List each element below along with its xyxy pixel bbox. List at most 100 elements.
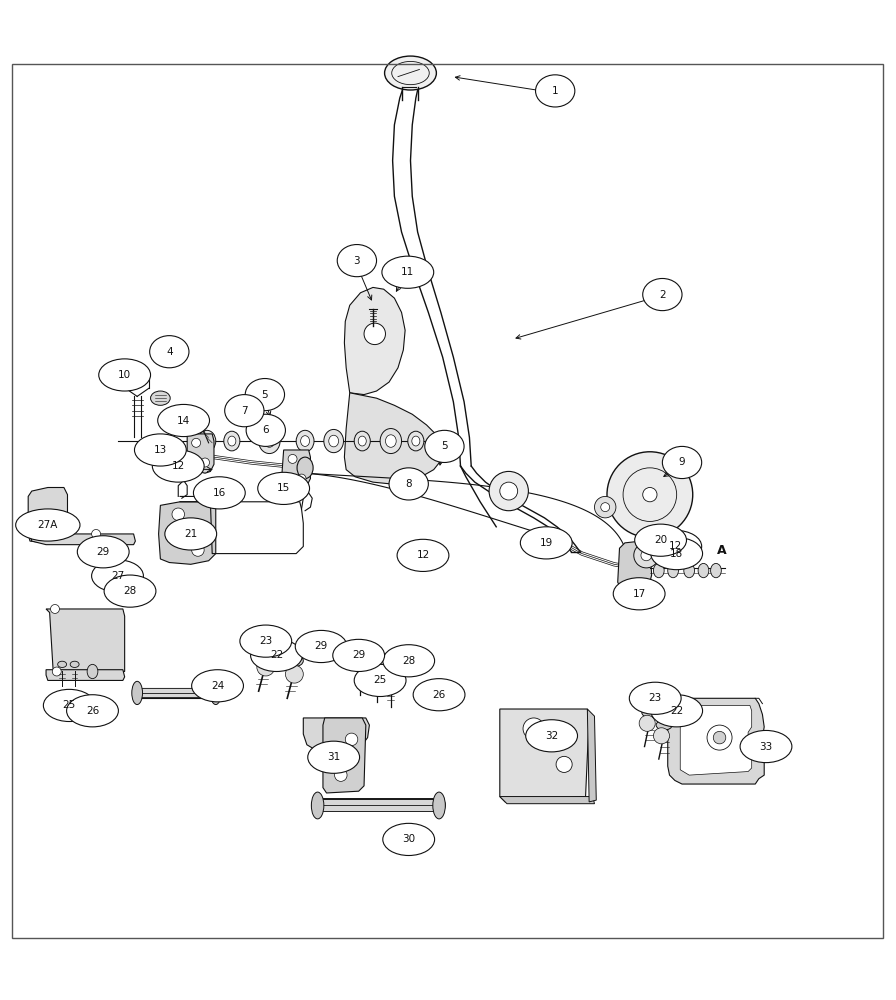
- Text: 13: 13: [154, 445, 167, 455]
- Text: 4: 4: [166, 347, 173, 357]
- Ellipse shape: [150, 336, 189, 368]
- Circle shape: [489, 471, 529, 511]
- Polygon shape: [344, 393, 443, 484]
- Ellipse shape: [246, 379, 285, 411]
- Ellipse shape: [389, 468, 428, 500]
- Text: 14: 14: [177, 416, 190, 426]
- Ellipse shape: [526, 720, 578, 752]
- Ellipse shape: [132, 681, 142, 705]
- Ellipse shape: [211, 681, 221, 705]
- Ellipse shape: [547, 529, 561, 546]
- Ellipse shape: [43, 689, 95, 722]
- Ellipse shape: [224, 431, 240, 451]
- Ellipse shape: [258, 472, 309, 504]
- Circle shape: [556, 756, 573, 772]
- Ellipse shape: [259, 429, 280, 454]
- Text: 24: 24: [211, 681, 224, 691]
- Text: 18: 18: [670, 549, 684, 559]
- Text: 22: 22: [270, 650, 283, 660]
- Ellipse shape: [653, 563, 664, 578]
- Text: 29: 29: [97, 547, 110, 557]
- Ellipse shape: [397, 539, 449, 571]
- Polygon shape: [617, 541, 651, 589]
- Ellipse shape: [329, 435, 339, 447]
- Text: 29: 29: [314, 641, 328, 651]
- Ellipse shape: [408, 431, 424, 451]
- Text: 27A: 27A: [38, 520, 58, 530]
- Text: 26: 26: [433, 690, 445, 700]
- Ellipse shape: [296, 630, 347, 663]
- Ellipse shape: [382, 256, 434, 288]
- Text: 21: 21: [184, 529, 197, 539]
- Polygon shape: [680, 705, 752, 775]
- Ellipse shape: [99, 359, 151, 391]
- Text: 15: 15: [277, 483, 290, 493]
- Text: 10: 10: [118, 370, 131, 380]
- Circle shape: [52, 667, 61, 676]
- Text: 27: 27: [111, 571, 125, 581]
- Text: 12: 12: [669, 541, 683, 551]
- Text: 12: 12: [172, 461, 185, 471]
- Ellipse shape: [711, 563, 721, 578]
- Ellipse shape: [698, 563, 709, 578]
- Ellipse shape: [383, 823, 435, 856]
- Ellipse shape: [225, 395, 264, 427]
- Polygon shape: [28, 487, 67, 543]
- Ellipse shape: [662, 446, 702, 479]
- Polygon shape: [159, 502, 216, 564]
- Ellipse shape: [188, 410, 201, 419]
- Ellipse shape: [246, 414, 286, 446]
- Ellipse shape: [104, 575, 156, 607]
- Ellipse shape: [642, 708, 658, 717]
- Ellipse shape: [16, 509, 80, 541]
- Circle shape: [641, 550, 651, 561]
- Text: 11: 11: [401, 267, 415, 277]
- Text: 6: 6: [263, 425, 269, 435]
- Ellipse shape: [634, 524, 686, 556]
- Text: 17: 17: [633, 589, 646, 599]
- Ellipse shape: [384, 56, 436, 90]
- Polygon shape: [187, 434, 214, 473]
- Ellipse shape: [521, 527, 573, 559]
- Polygon shape: [344, 287, 405, 395]
- Text: 5: 5: [262, 390, 268, 400]
- Ellipse shape: [202, 436, 211, 446]
- Ellipse shape: [323, 429, 343, 453]
- Circle shape: [297, 474, 306, 483]
- Ellipse shape: [264, 435, 275, 447]
- Text: 16: 16: [212, 488, 226, 498]
- Ellipse shape: [613, 578, 665, 610]
- Ellipse shape: [286, 655, 304, 667]
- Circle shape: [201, 458, 210, 467]
- Ellipse shape: [354, 662, 366, 670]
- Ellipse shape: [684, 563, 694, 578]
- Ellipse shape: [370, 669, 383, 677]
- Ellipse shape: [358, 436, 366, 446]
- Text: 31: 31: [327, 752, 340, 762]
- Polygon shape: [46, 609, 125, 675]
- Ellipse shape: [57, 661, 66, 667]
- Text: 2: 2: [659, 290, 666, 300]
- Ellipse shape: [152, 450, 204, 482]
- Circle shape: [653, 728, 669, 744]
- Text: 22: 22: [670, 706, 684, 716]
- Ellipse shape: [151, 391, 170, 405]
- Ellipse shape: [332, 639, 384, 671]
- Ellipse shape: [551, 532, 564, 543]
- Circle shape: [286, 665, 304, 683]
- Ellipse shape: [380, 429, 401, 454]
- Text: 1: 1: [552, 86, 558, 96]
- Polygon shape: [46, 670, 125, 680]
- Ellipse shape: [91, 560, 143, 592]
- Polygon shape: [588, 709, 596, 802]
- Text: A: A: [717, 544, 726, 557]
- Circle shape: [192, 438, 201, 447]
- Polygon shape: [668, 698, 764, 784]
- Ellipse shape: [384, 675, 397, 683]
- Polygon shape: [282, 450, 310, 487]
- Text: 20: 20: [654, 535, 668, 545]
- Ellipse shape: [668, 563, 678, 578]
- Ellipse shape: [413, 679, 465, 711]
- Circle shape: [713, 731, 726, 744]
- Ellipse shape: [70, 661, 79, 667]
